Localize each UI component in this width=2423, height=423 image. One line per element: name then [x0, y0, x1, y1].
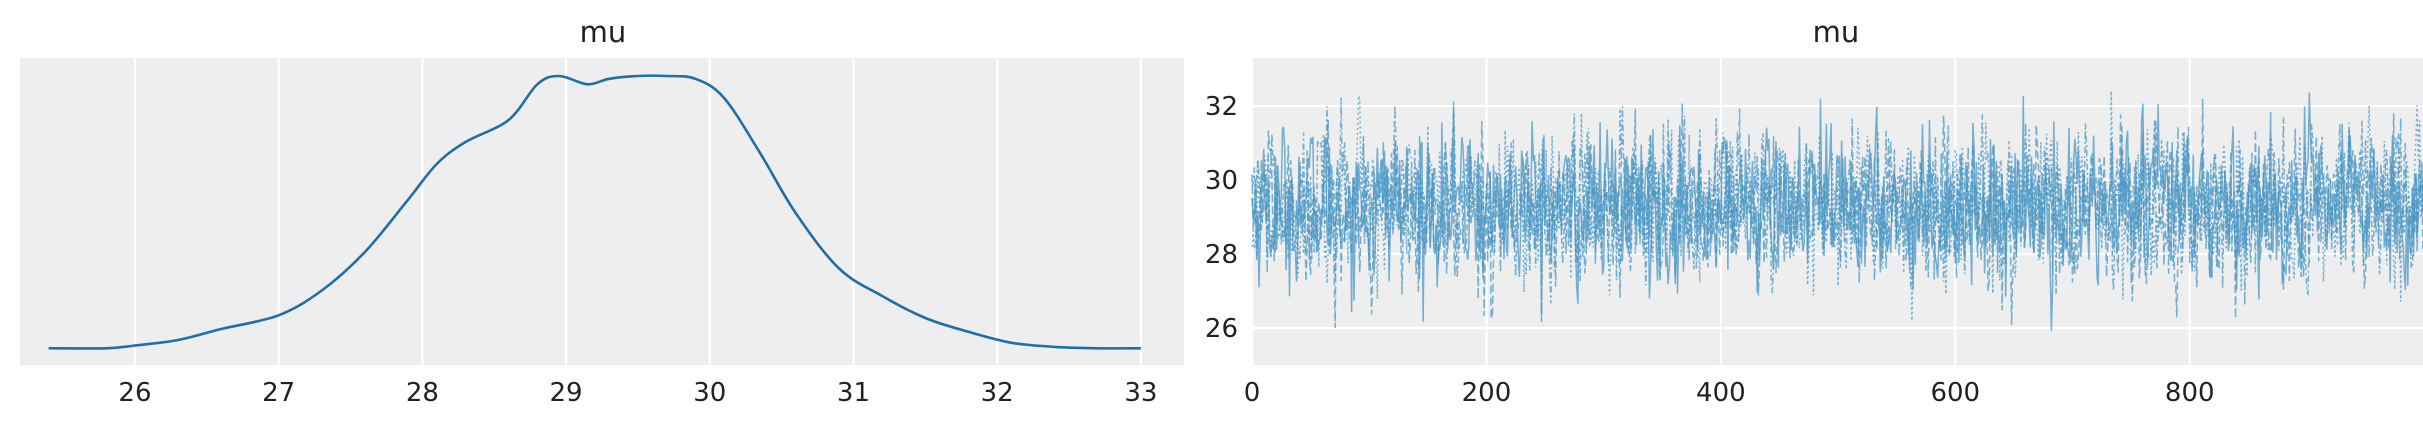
density-title: mu: [580, 15, 627, 49]
trace-y-tick-label: 28: [1205, 240, 1238, 270]
density-curve: [48, 74, 1141, 350]
trace-title: mu: [1813, 15, 1860, 49]
posterior-density-panel: mu 26 27 28 29 30 31 32 33: [20, 15, 1184, 408]
density-x-tick-label: 30: [693, 378, 726, 408]
trace-y-tick-label: 32: [1205, 92, 1238, 122]
density-x-tick-label: 26: [118, 378, 151, 408]
trace-x-tick-label: 200: [1462, 378, 1512, 408]
density-x-tick-label: 32: [981, 378, 1014, 408]
density-x-tick-label: 27: [262, 378, 295, 408]
density-gridlines: [133, 58, 1142, 365]
trace-y-tick-label: 26: [1205, 314, 1238, 344]
density-x-tick-label: 28: [406, 378, 439, 408]
trace-x-tick-label: 600: [1930, 378, 1980, 408]
trace-chain-3: [1251, 91, 2423, 321]
trace-y-tick-label: 30: [1205, 166, 1238, 196]
density-x-tick-label: 29: [550, 378, 583, 408]
trace-tick-labels: 0 200 400 600 800 26 28 30 32: [1205, 92, 2215, 408]
trace-x-tick-label: 800: [2165, 378, 2215, 408]
trace-x-tick-label: 0: [1244, 378, 1261, 408]
trace-chain-4: [1251, 97, 2423, 322]
density-series: [48, 74, 1141, 350]
trace-x-tick-label: 400: [1696, 378, 1746, 408]
density-plot-area: [20, 58, 1184, 365]
trace-panel: mu 0 200 400 600 800 26 28 30 32: [1205, 15, 2423, 408]
density-x-tick-labels: 26 27 28 29 30 31 32 33: [118, 378, 1157, 408]
density-x-tick-label: 31: [837, 378, 870, 408]
density-x-tick-label: 33: [1124, 378, 1157, 408]
trace-series: [1251, 91, 2423, 331]
